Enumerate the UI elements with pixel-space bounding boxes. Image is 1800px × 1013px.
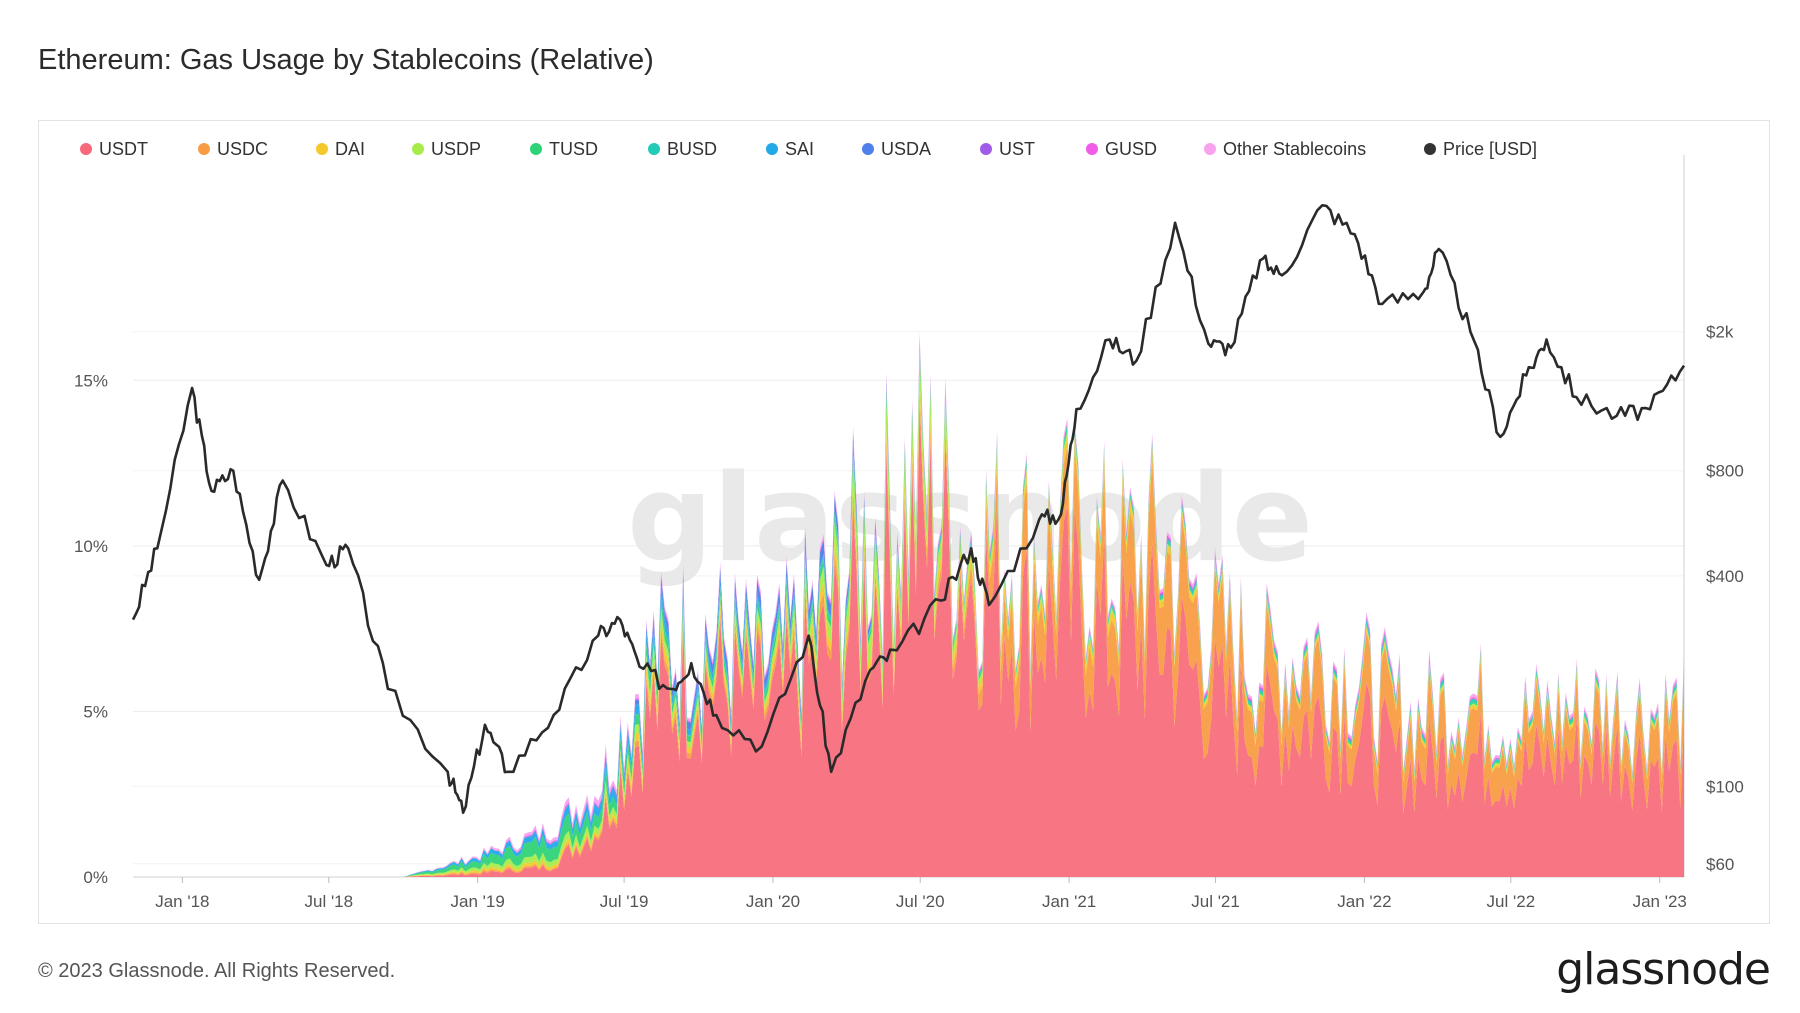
legend-label: GUSD — [1105, 138, 1158, 159]
legend-dot — [80, 143, 92, 155]
legend-item[interactable]: UST — [980, 138, 1086, 160]
x-tick-label: Jul '20 — [896, 892, 945, 911]
legend-dot — [648, 143, 660, 155]
legend-dot — [766, 143, 778, 155]
x-tick-label: Jul '18 — [304, 892, 353, 911]
y-left-tick-label: 10% — [74, 537, 108, 556]
legend-dot — [862, 143, 874, 155]
chart-frame — [38, 120, 1770, 924]
legend-item[interactable]: SAI — [766, 138, 862, 160]
copyright-footer: © 2023 Glassnode. All Rights Reserved. — [38, 960, 396, 982]
legend-dot — [980, 143, 992, 155]
legend-dot — [198, 143, 210, 155]
legend-item[interactable]: USDA — [862, 138, 980, 160]
y-left-tick-label: 15% — [74, 371, 108, 390]
legend-dot — [1204, 143, 1216, 155]
legend-label: USDT — [99, 138, 148, 159]
legend-label: TUSD — [549, 138, 598, 159]
x-tick-label: Jul '21 — [1191, 892, 1240, 911]
legend-dot — [1424, 143, 1436, 155]
legend-item[interactable]: BUSD — [648, 138, 766, 160]
legend-label: UST — [999, 138, 1035, 159]
area-usdt — [133, 402, 1684, 877]
y-left-tick-label: 0% — [83, 868, 108, 887]
stacked-areas — [133, 331, 1684, 878]
legend-item[interactable]: GUSD — [1086, 138, 1204, 160]
legend-label: SAI — [785, 138, 815, 159]
legend-label: BUSD — [667, 138, 718, 159]
axes: 0% 5% 10% 15% $60 $100 $400 $800 $2k Jan '18 Jul '… — [74, 323, 1744, 911]
legend-label: Other Stablecoins — [1223, 138, 1367, 159]
x-tick-label: Jan '22 — [1337, 892, 1391, 911]
legend-dot — [530, 143, 542, 155]
y-right-tick-label: $2k — [1706, 323, 1734, 342]
x-tick-label: Jan '19 — [451, 892, 505, 911]
brand-logo: glassnode — [1556, 944, 1771, 995]
page-title: Ethereum: Gas Usage by Stablecoins (Rela… — [38, 44, 654, 76]
legend-label: USDA — [881, 138, 932, 159]
legend-item[interactable]: USDC — [198, 138, 316, 160]
x-tick-label: Jan '23 — [1633, 892, 1687, 911]
legend-item[interactable]: TUSD — [530, 138, 648, 160]
chart-legend: USDT USDC DAI USDP TUSD BUSD SAI USDA UST GUSD Oth… — [80, 138, 1574, 160]
legend-item[interactable]: DAI — [316, 138, 412, 160]
legend-label: USDC — [217, 138, 269, 159]
y-right-tick-label: $800 — [1706, 462, 1744, 481]
x-tick-label: Jul '19 — [600, 892, 649, 911]
legend-label: DAI — [335, 138, 366, 159]
legend-dot — [1086, 143, 1098, 155]
legend-dot — [412, 143, 424, 155]
x-tick-label: Jan '21 — [1042, 892, 1096, 911]
y-right-tick-label: $400 — [1706, 567, 1744, 586]
legend-item[interactable]: USDP — [412, 138, 530, 160]
legend-item[interactable]: Other Stablecoins — [1204, 138, 1424, 160]
legend-item[interactable]: Price [USD] — [1424, 138, 1574, 160]
x-tick-label: Jul '22 — [1487, 892, 1536, 911]
price-line — [131, 204, 1686, 814]
legend-label: Price [USD] — [1443, 138, 1538, 159]
price-line-layer — [131, 204, 1686, 814]
y-right-tick-label: $100 — [1706, 777, 1744, 796]
y-left-tick-label: 5% — [83, 702, 108, 721]
legend-item[interactable]: USDT — [80, 138, 198, 160]
legend-label: USDP — [431, 138, 482, 159]
y-right-tick-label: $60 — [1706, 855, 1734, 874]
x-tick-label: Jan '20 — [746, 892, 800, 911]
x-tick-label: Jan '18 — [155, 892, 209, 911]
legend-dot — [316, 143, 328, 155]
